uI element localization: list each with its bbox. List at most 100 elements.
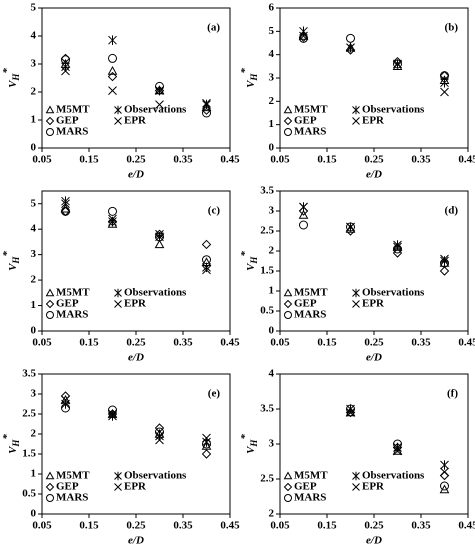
legend-marker [283,482,293,492]
legend-marker [352,117,360,125]
data-point [440,481,449,491]
data-point [440,71,449,81]
y-axis-label: VH* [239,434,260,454]
y-tick-label: 5 [31,197,37,209]
y-label-base: V [245,262,257,271]
data-point [108,214,117,224]
y-label-base: V [7,262,19,271]
legend-label: Observations [124,287,187,299]
y-tick-label: 3 [269,205,275,217]
panel-label: (c) [208,205,221,217]
legend-marker [283,471,293,480]
data-point [393,439,402,449]
data-point [154,423,165,433]
legend-marker [45,288,55,297]
x-axis-label: e/D [366,169,382,181]
y-tick-label: 4 [269,48,275,60]
data-point [346,33,355,43]
y-label-sub: H [249,73,259,82]
x-tick-label: 0.05 [270,520,290,532]
y-tick-label: 3 [31,388,37,400]
y-tick-label: 2 [31,274,37,286]
data-point [299,202,308,212]
data-point [155,81,164,91]
data-point [298,209,309,219]
data-point [440,467,449,477]
y-tick-label: 6 [269,2,275,14]
legend-label: EPR [362,481,385,493]
legend-label: M5MT [56,104,90,116]
data-point [201,105,212,115]
data-point [202,265,211,275]
legend-label: EPR [124,298,147,310]
legend-marker [114,471,122,481]
y-tick-label: 0 [31,142,37,154]
y-label-base: V [245,79,257,88]
data-point [202,108,211,118]
legend-label: MARS [294,126,326,138]
data-point [393,242,402,252]
y-tick-label: 4 [31,30,37,42]
x-tick-label: 0.05 [270,154,290,166]
legend-label: MARS [56,126,88,138]
x-tick-label: 0.05 [32,520,52,532]
data-point [299,220,308,230]
y-label-base: V [7,445,19,454]
data-point [393,244,402,254]
y-tick-label: 1.5 [260,265,274,277]
data-point [107,216,118,227]
y-tick-label: 2 [269,508,275,520]
data-point [299,33,308,43]
y-label-sub: H [249,256,259,265]
y-tick-label: 2.5 [260,225,274,237]
legend-marker [283,299,293,309]
data-point [201,449,212,459]
legend-label: M5MT [56,287,90,299]
x-tick-label: 0.25 [364,520,384,532]
legend-marker [283,116,293,126]
data-point [61,206,70,216]
x-tick-label: 0.35 [173,337,193,349]
y-tick-label: 0.5 [260,305,274,317]
x-tick-label: 0.25 [126,337,146,349]
data-point [154,239,165,249]
panel-label: (d) [445,205,459,217]
x-tick-label: 0.45 [220,520,240,532]
y-tick-label: 5 [269,25,275,37]
legend-marker [352,105,360,115]
data-point [201,440,212,450]
legend-label: M5MT [294,287,328,299]
legend-marker [284,311,292,319]
legend-label: GEP [56,298,79,310]
x-tick-label: 0.25 [364,154,384,166]
y-label-sup: * [1,434,13,440]
data-point [155,435,164,445]
data-point [346,222,355,232]
legend-marker [352,288,360,298]
y-tick-label: 1 [31,299,37,311]
legend-marker [352,483,360,491]
data-point [108,53,117,63]
data-point [440,87,449,97]
data-point [155,100,164,109]
legend-label: Observations [362,104,425,116]
data-point [61,395,70,405]
data-point [345,407,356,418]
x-axis-label: e/D [128,169,144,181]
data-point [439,266,450,276]
y-tick-label: 3 [269,438,275,450]
y-tick-label: 0 [31,325,37,337]
data-point [202,255,211,265]
data-point [392,445,403,455]
x-tick-label: 0.05 [32,337,52,349]
data-point [108,206,117,216]
data-point [346,404,355,414]
y-tick-label: 3.5 [22,368,36,380]
data-point [299,31,308,41]
x-tick-label: 0.15 [79,520,99,532]
legend-label: MARS [56,309,88,321]
legend-marker [46,311,54,319]
legend-marker [283,105,293,114]
x-tick-label: 0.35 [173,520,193,532]
